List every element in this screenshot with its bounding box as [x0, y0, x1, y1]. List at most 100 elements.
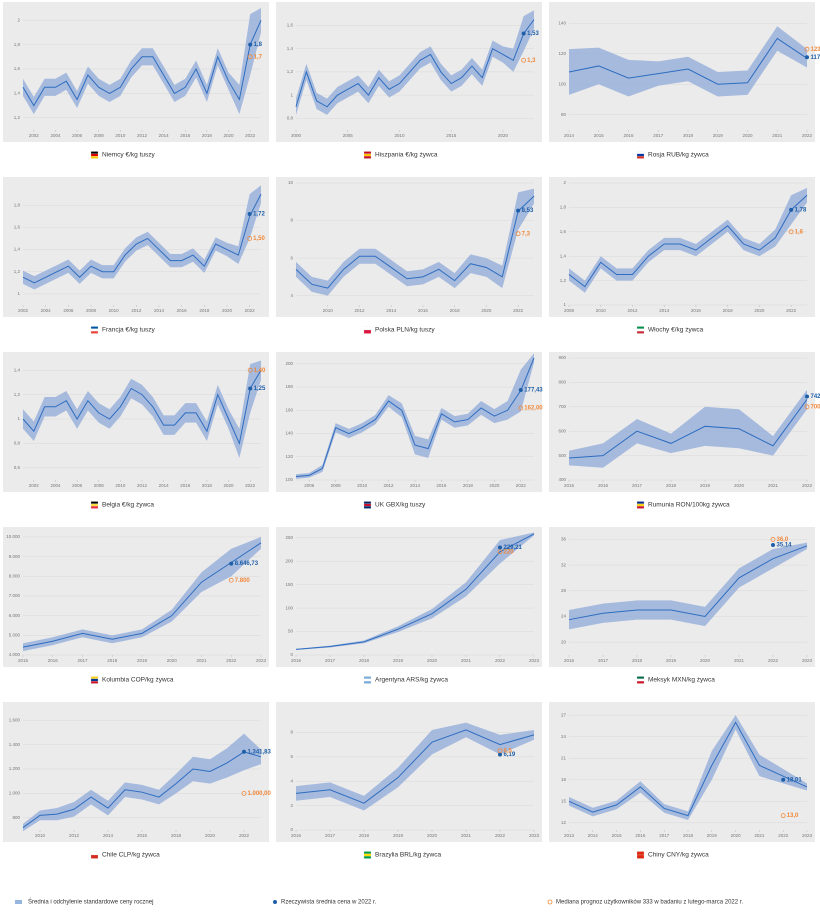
y-tick-label: 28	[561, 588, 567, 593]
x-tick-label: 2022	[245, 308, 256, 313]
y-tick-label: 0	[290, 652, 293, 657]
flag-stripe	[90, 506, 99, 509]
forecast-point	[515, 231, 521, 237]
caption: Niemcy €/kg tuszy	[102, 152, 155, 159]
x-tick-label: 2019	[713, 133, 724, 138]
x-tick-label: 2023	[802, 833, 813, 838]
x-tick-label: 2018	[359, 833, 370, 838]
flag-stripe	[363, 676, 372, 679]
forecast-label: 7.800	[235, 578, 251, 584]
x-tick-label: 2022	[786, 308, 797, 313]
y-tick-label: 1	[17, 416, 20, 421]
forecast-point	[247, 236, 253, 241]
caption: Chile CLP/kg żywca	[102, 852, 160, 859]
x-tick-label: 2014	[159, 483, 170, 488]
y-tick-label: 400	[558, 477, 566, 482]
y-tick-label: 80	[561, 112, 567, 117]
x-tick-label: 2022	[513, 308, 524, 313]
mean-line	[568, 37, 808, 85]
x-tick-label: 2017	[632, 483, 643, 488]
flag-stripe	[363, 326, 372, 331]
y-tick-label: 600	[558, 428, 566, 433]
sd-band	[569, 26, 807, 97]
y-tick-label: 6	[290, 754, 293, 759]
y-tick-label: 0,6	[14, 465, 21, 470]
x-tick-label: 2010	[357, 483, 368, 488]
legend-ring	[547, 899, 553, 905]
actual-label: 1.341,83	[248, 749, 272, 755]
actual-point	[247, 212, 252, 217]
x-tick-label: 2017	[653, 133, 664, 138]
x-tick-label: 2017	[598, 658, 609, 663]
actual-label: 177,43	[524, 388, 543, 394]
y-tick-label: 10	[288, 180, 294, 185]
x-tick-label: 2019	[700, 483, 711, 488]
caption: Meksyk MXN/kg żywca	[648, 677, 715, 684]
y-tick-label: 180	[285, 384, 293, 389]
x-tick-label: 2021	[196, 658, 207, 663]
forecast-label: 123,00	[811, 47, 820, 53]
forecast-label: 1,40	[254, 368, 266, 374]
mean-line	[568, 545, 808, 621]
forecast-label: 220	[504, 549, 515, 555]
flag-stripe	[90, 678, 99, 682]
flag-stripe	[636, 678, 645, 682]
y-tick-label: 2	[17, 17, 20, 22]
y-tick-label: 5.000	[9, 633, 21, 638]
y-tick-label: 250	[285, 535, 293, 540]
y-tick-label: 1	[563, 302, 566, 307]
x-tick-label: 2010	[394, 133, 405, 138]
x-tick-label: 2006	[72, 483, 83, 488]
flag-stripe	[363, 151, 372, 154]
x-tick-label: 2021	[772, 133, 783, 138]
x-tick-label: 2014	[386, 308, 397, 313]
actual-point	[805, 55, 809, 60]
y-tick-label: 1,6	[14, 225, 21, 230]
y-tick-label: 100	[285, 605, 293, 610]
caption: Włochy €/kg żywca	[648, 327, 704, 334]
y-tick-label: 160	[285, 407, 293, 412]
y-tick-label: 1,4	[14, 91, 21, 96]
y-tick-label: 27	[561, 712, 567, 717]
mean-line	[22, 751, 262, 828]
actual-label: 6,19	[504, 752, 516, 758]
x-tick-label: 2014	[159, 133, 170, 138]
y-tick-label: 900	[558, 355, 566, 360]
flag-stripe	[636, 854, 645, 859]
plot-background	[276, 177, 542, 317]
forecast-point	[228, 577, 234, 583]
y-tick-label: 1,4	[14, 367, 21, 372]
mean-line	[22, 193, 262, 284]
caption: Chiny CNY/kg żywca	[648, 852, 709, 859]
x-tick-label: 2010	[323, 308, 334, 313]
sd-band	[23, 536, 261, 652]
actual-point	[521, 31, 526, 36]
sd-band	[296, 353, 534, 479]
x-tick-label: 2018	[199, 308, 210, 313]
x-tick-label: 2020	[700, 658, 711, 663]
x-tick-label: 2021	[768, 483, 779, 488]
x-tick-label: 2022	[226, 658, 237, 663]
x-tick-label: 2020	[224, 483, 235, 488]
mean-line	[295, 195, 535, 289]
y-tick-label: 0,8	[14, 441, 21, 446]
y-tick-label: 12	[561, 820, 567, 825]
flag-stripe	[90, 854, 99, 859]
y-tick-label: 0	[290, 827, 293, 832]
actual-label: 1,25	[254, 386, 266, 392]
x-tick-label: 2023	[529, 658, 540, 663]
y-tick-label: 140	[285, 431, 293, 436]
actual-point	[242, 749, 246, 754]
y-tick-label: 1,4	[14, 247, 21, 252]
y-tick-label: 2	[563, 180, 566, 185]
y-tick-label: 120	[558, 51, 566, 56]
mean-line	[568, 399, 808, 459]
x-tick-label: 2014	[103, 833, 114, 838]
y-tick-label: 21	[561, 755, 567, 760]
x-tick-label: 2020	[427, 658, 438, 663]
flag-stripe	[363, 156, 372, 159]
x-tick-label: 2018	[171, 833, 182, 838]
x-tick-label: 2008	[94, 483, 105, 488]
actual-point	[518, 388, 523, 393]
x-tick-label: 2014	[564, 133, 575, 138]
